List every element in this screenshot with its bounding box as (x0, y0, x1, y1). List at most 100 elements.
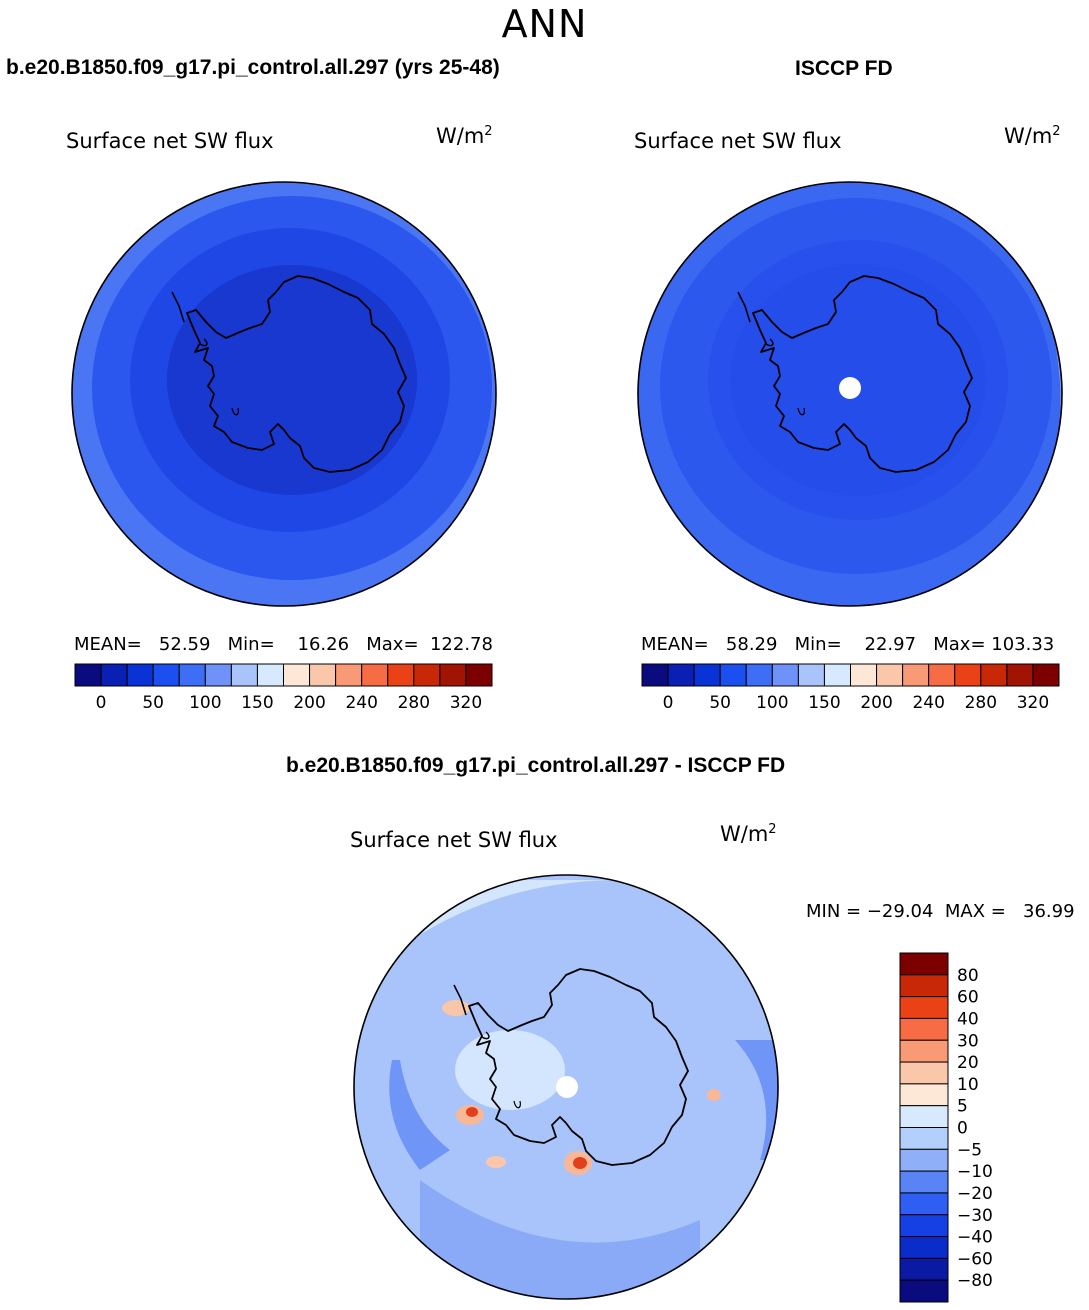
panel1-colorbar-swatch-15 (465, 663, 493, 687)
panel3-colorbar-tick-label-6: 5 (957, 1097, 968, 1117)
panel3-colorbar-swatch-1 (899, 974, 949, 998)
panel2-colorbar-swatch-9 (876, 663, 904, 687)
panel2-stats: MEAN= 58.29 Min= 22.97 Max= 103.33 (641, 634, 1055, 655)
panel3-warm-spot-4 (707, 1089, 721, 1101)
panel3-units-exponent: 2 (768, 822, 777, 837)
panel3-colorbar-swatch-4 (899, 1039, 949, 1063)
panel2-units-text: W/m (1004, 124, 1053, 148)
panel2-colorbar-swatch-3 (719, 663, 747, 687)
panel2-map (637, 181, 1063, 607)
panel3-dark-south (420, 1180, 700, 1299)
panel1-colorbar-swatch-3 (152, 663, 180, 687)
panel3-colorbar-tick-label-10: −20 (957, 1184, 993, 1204)
panel1-colorbar-tick-label-2: 100 (189, 693, 221, 713)
panel2-colorbar-swatch-11 (928, 663, 956, 687)
panel2-units-exponent: 2 (1052, 124, 1061, 139)
panel2-colorbar-tick-label-1: 50 (709, 693, 731, 713)
panel1-colorbar-swatch-14 (439, 663, 467, 687)
panel3-colorbar-swatch-3 (899, 1017, 949, 1041)
panel3-colorbar-swatch-10 (899, 1170, 949, 1194)
panel2-colorbar-swatch-2 (693, 663, 721, 687)
panel2-globe-border (637, 181, 1063, 607)
panel2-units: W/m2 (1004, 124, 1061, 148)
panel1-colorbar-swatch-8 (283, 663, 311, 687)
panel1-colorbar-swatch-10 (335, 663, 363, 687)
panel3-globe-border (353, 874, 779, 1300)
panel1-colorbar-swatch-13 (413, 663, 441, 687)
panel1-colorbar-tick-label-7: 320 (450, 693, 482, 713)
panel1-colorbar-swatch-4 (178, 663, 206, 687)
panel1-colorbar-tick-label-0: 0 (96, 693, 107, 713)
panel1-colorbar-swatch-9 (309, 663, 337, 687)
panel3-colorbar-swatch-2 (899, 996, 949, 1019)
panel1-colorbar-swatch-11 (361, 663, 389, 687)
panel1-colorbar-tick-label-6: 280 (398, 693, 430, 713)
panel3-inner-light (455, 1030, 565, 1110)
panel3-stats: MIN = −29.04 MAX = 36.99 (806, 901, 1075, 922)
panel3-colorbar-tick-label-9: −10 (957, 1162, 993, 1182)
panel2-colorbar-swatch-4 (745, 663, 773, 687)
panel2-colorbar-swatch-5 (771, 663, 799, 687)
panel2-colorbar-tick-label-3: 150 (808, 693, 840, 713)
panel3-colorbar-tick-label-4: 20 (957, 1053, 979, 1073)
panel1-units: W/m2 (436, 124, 493, 148)
panel1-globe-border (71, 181, 497, 607)
panel2-colorbar-tick-label-2: 100 (756, 693, 788, 713)
panel1-title: b.e20.B1850.f09_g17.pi_control.all.297 (… (6, 56, 500, 79)
panel2-colorbar-tick-label-4: 200 (860, 693, 892, 713)
panel3-map (353, 874, 779, 1300)
panel3-colorbar-swatch-13 (899, 1236, 949, 1259)
panel3-colorbar-swatch-15 (899, 1279, 949, 1303)
panel1-colorbar-swatch-0 (74, 663, 102, 687)
panel3-colorbar-swatch-12 (899, 1214, 949, 1238)
panel1-colorbar-swatch-7 (256, 663, 284, 687)
panel1-colorbar: 0 50 100 150 200 240 280 320 (74, 663, 493, 713)
panel2-variable-label: Surface net SW flux (634, 129, 842, 153)
panel1-units-text: W/m (436, 124, 485, 148)
panel3-colorbar-swatch-9 (899, 1148, 949, 1172)
panel1-stats: MEAN= 52.59 Min= 16.26 Max= 122.78 (74, 634, 493, 655)
panel2-colorbar-tick-label-5: 240 (912, 693, 944, 713)
panel3-colorbar-swatch-8 (899, 1127, 949, 1150)
panel1-colorbar-swatch-12 (387, 663, 415, 687)
panel1-colorbar-tick-label-4: 200 (293, 693, 325, 713)
panel3-colorbar-swatch-5 (899, 1061, 949, 1085)
panel3-colorbar-tick-label-7: 0 (957, 1119, 968, 1139)
panel2-colorbar-swatch-13 (980, 663, 1008, 687)
panel3-colorbar-tick-label-1: 60 (957, 988, 979, 1008)
panel3-hot-spot-1 (466, 1107, 478, 1117)
panel2-colorbar-swatch-10 (902, 663, 930, 687)
panel3-units-text: W/m (720, 822, 769, 846)
panel3-colorbar-tick-label-14: −80 (957, 1271, 993, 1291)
panel3-hot-spot-2 (573, 1157, 587, 1169)
panel1-colorbar-swatch-1 (100, 663, 128, 687)
panel3-colorbar-swatch-0 (899, 952, 949, 976)
panel3-colorbar-tick-label-5: 10 (957, 1075, 979, 1095)
panel2-colorbar: 0 50 100 150 200 240 280 320 (641, 663, 1060, 713)
panel2-colorbar-swatch-6 (797, 663, 825, 687)
panel3-colorbar-swatch-11 (899, 1192, 949, 1216)
panel1-colorbar-swatch-5 (204, 663, 232, 687)
panel2-title: ISCCP FD (795, 57, 893, 80)
panel2-continent-fill (730, 264, 986, 496)
panel1-continent-fill (167, 265, 417, 495)
panel1-colorbar-swatch-6 (230, 663, 258, 687)
panel1-colorbar-swatch-2 (126, 663, 154, 687)
panel2-colorbar-tick-label-6: 280 (965, 693, 997, 713)
panel2-colorbar-swatch-14 (1006, 663, 1034, 687)
panel2-colorbar-swatch-15 (1032, 663, 1060, 687)
panel1-colorbar-tick-label-5: 240 (345, 693, 377, 713)
panel2-colorbar-swatch-8 (850, 663, 878, 687)
panel3-colorbar-tick-label-12: −40 (957, 1228, 993, 1248)
panel3-colorbar-swatch-6 (899, 1083, 949, 1107)
panel2-pole-hole (839, 377, 861, 399)
panel3-pole-hole (556, 1076, 578, 1098)
panel1-units-exponent: 2 (484, 124, 493, 139)
panel2-colorbar-tick-label-0: 0 (663, 693, 674, 713)
panel3-variable-label: Surface net SW flux (350, 828, 558, 852)
panel3-title: b.e20.B1850.f09_g17.pi_control.all.297 -… (286, 754, 786, 777)
panel1-colorbar-tick-label-3: 150 (241, 693, 273, 713)
panel3-colorbar-tick-label-3: 30 (957, 1031, 979, 1051)
